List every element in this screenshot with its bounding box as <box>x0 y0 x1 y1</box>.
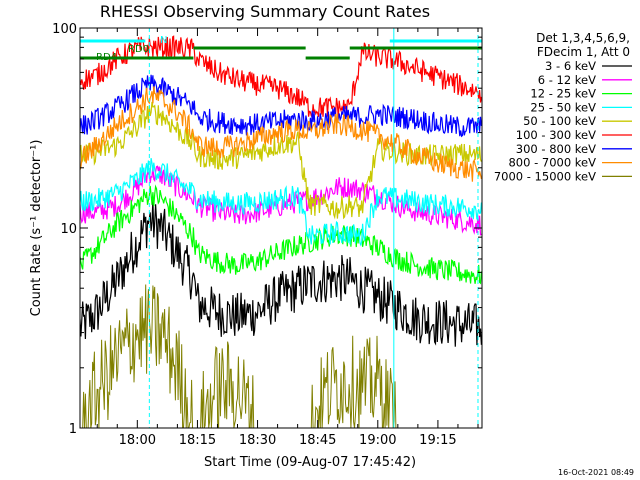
chart-title: RHESSI Observing Summary Count Rates <box>100 2 430 21</box>
legend-entry-label: 100 - 300 keV <box>516 128 596 142</box>
series-line-1 <box>80 200 482 347</box>
flag-label-rd4: RD4 <box>96 52 117 63</box>
series-line-2 <box>80 165 482 236</box>
y-tick-label: 1 <box>69 422 77 437</box>
legend-entry-label: 300 - 800 keV <box>516 142 596 156</box>
y-tick-label: 100 <box>52 22 77 37</box>
series-line-3 <box>80 184 482 285</box>
x-tick-label: 19:15 <box>419 433 456 448</box>
legend-header-line: FDecim 1, Att 0 <box>537 45 630 59</box>
legend: Det 1,3,4,5,6,9,FDecim 1, Att 03 - 6 keV… <box>494 31 632 183</box>
x-axis-label: Start Time (09-Aug-07 17:45:42) <box>204 455 416 470</box>
legend-entry-label: 7000 - 15000 keV <box>494 169 596 183</box>
x-tick-label: 19:00 <box>359 433 396 448</box>
flag-label-rd0: RD0 <box>128 44 149 55</box>
legend-entry-label: 50 - 100 keV <box>523 114 596 128</box>
footer-timestamp: 16-Oct-2021 08:49 <box>558 468 634 477</box>
series-line-9 <box>80 284 482 428</box>
legend-header-line: Det 1,3,4,5,6,9, <box>536 31 630 45</box>
x-tick-label: 18:30 <box>239 433 276 448</box>
y-axis-label: Count Rate (s⁻¹ detector⁻¹) <box>29 140 44 317</box>
y-tick-label: 10 <box>60 222 77 237</box>
series-line-6 <box>80 35 482 119</box>
flag-label-n: N <box>160 35 167 46</box>
series-line-7 <box>80 74 482 138</box>
series-line-4 <box>80 157 482 247</box>
legend-entry-label: 3 - 6 keV <box>545 59 596 73</box>
legend-entry-label: 25 - 50 keV <box>530 100 596 114</box>
x-tick-label: 18:00 <box>119 433 156 448</box>
x-tick-label: 18:45 <box>299 433 336 448</box>
legend-entry-label: 12 - 25 keV <box>530 87 596 101</box>
legend-entry-label: 800 - 7000 keV <box>508 156 596 170</box>
series-line-8 <box>80 86 482 182</box>
legend-entry-label: 6 - 12 keV <box>538 73 596 87</box>
x-tick-label: 18:15 <box>179 433 216 448</box>
